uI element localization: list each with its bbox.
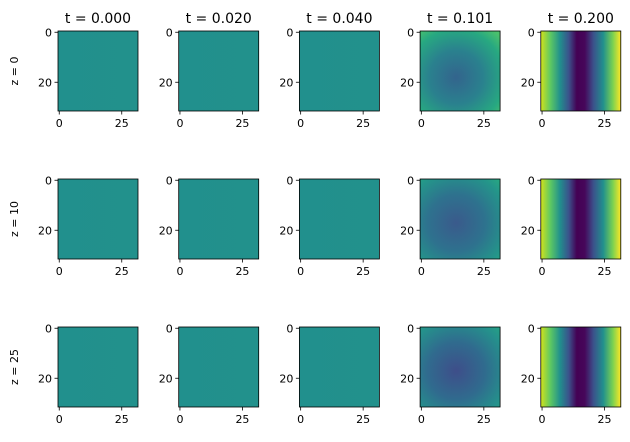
heatmap-image (58, 179, 138, 259)
y-tick-label: 0 (166, 174, 173, 187)
x-tick-label: 25 (115, 117, 129, 130)
y-tick-label: 0 (407, 174, 414, 187)
heatmap-image (299, 327, 380, 407)
heatmap-image (299, 31, 380, 111)
y-tick-label: 20 (279, 76, 293, 89)
heatmap-image (178, 31, 259, 111)
heatmap-image (178, 327, 259, 407)
panel-frame (419, 30, 501, 112)
y-tick-label: 0 (166, 322, 173, 335)
y-tick-label: 20 (400, 224, 414, 237)
x-tick-label: 0 (418, 117, 425, 130)
panel-frame (178, 30, 260, 112)
heatmap-image (420, 179, 501, 259)
y-tick-label: 20 (521, 76, 535, 89)
y-tick-label: 0 (166, 26, 173, 39)
x-tick-label: 0 (56, 265, 63, 278)
x-tick-label: 0 (539, 117, 546, 130)
y-tick-label: 20 (38, 76, 52, 89)
y-tick-label: 20 (400, 76, 414, 89)
heatmap-image (420, 327, 501, 407)
x-tick-label: 25 (356, 413, 370, 426)
y-tick-label: 0 (528, 26, 535, 39)
row-label: z = 10 (8, 201, 21, 237)
y-tick-label: 0 (45, 322, 52, 335)
x-tick-label: 25 (235, 117, 249, 130)
y-tick-label: 0 (286, 322, 293, 335)
heatmap-image (540, 179, 621, 259)
heatmap-image (540, 327, 621, 407)
heatmap-image (299, 179, 380, 259)
x-tick-label: 0 (539, 265, 546, 278)
x-tick-label: 25 (115, 413, 129, 426)
panel-frame (298, 30, 380, 112)
panel-frame (57, 326, 139, 408)
panel-frame (540, 30, 622, 112)
x-tick-label: 0 (176, 265, 183, 278)
panel-frame (178, 326, 260, 408)
panel-frame (298, 178, 380, 260)
panel-frame (57, 30, 139, 112)
x-tick-label: 0 (418, 413, 425, 426)
x-tick-label: 25 (598, 413, 612, 426)
panel-title: t = 0.020 (186, 11, 252, 27)
x-tick-label: 0 (418, 265, 425, 278)
panel-frame (540, 178, 622, 260)
x-tick-label: 25 (235, 413, 249, 426)
y-tick-label: 20 (38, 224, 52, 237)
y-tick-label: 20 (159, 224, 173, 237)
panel-title: t = 0.040 (306, 11, 372, 27)
y-tick-label: 0 (45, 26, 52, 39)
x-tick-label: 25 (356, 265, 370, 278)
x-tick-label: 25 (477, 117, 491, 130)
x-tick-label: 0 (176, 413, 183, 426)
panel-frame (178, 178, 260, 260)
y-tick-label: 0 (407, 322, 414, 335)
y-tick-label: 20 (521, 224, 535, 237)
heatmap-image (540, 31, 621, 111)
y-tick-label: 20 (400, 372, 414, 385)
y-tick-label: 20 (521, 372, 535, 385)
heatmap-image (420, 31, 501, 111)
panel-frame (57, 178, 139, 260)
y-tick-label: 20 (159, 76, 173, 89)
panel-frame (419, 178, 501, 260)
x-tick-label: 0 (297, 413, 304, 426)
x-tick-label: 0 (56, 117, 63, 130)
panel-frame (540, 326, 622, 408)
x-tick-label: 25 (598, 117, 612, 130)
x-tick-label: 0 (297, 117, 304, 130)
heatmap-image (58, 327, 138, 407)
y-tick-label: 20 (279, 224, 293, 237)
y-tick-label: 20 (279, 372, 293, 385)
y-tick-label: 0 (286, 26, 293, 39)
panel-frame (419, 326, 501, 408)
x-tick-label: 0 (56, 413, 63, 426)
y-tick-label: 0 (528, 322, 535, 335)
panel-title: t = 0.000 (65, 11, 131, 27)
panel-frame (298, 326, 380, 408)
y-tick-label: 20 (38, 372, 52, 385)
heatmap-image (178, 179, 259, 259)
x-tick-label: 0 (539, 413, 546, 426)
row-label: z = 25 (8, 349, 21, 385)
y-tick-label: 0 (286, 174, 293, 187)
y-tick-label: 20 (159, 372, 173, 385)
panel-title: t = 0.200 (548, 11, 614, 27)
y-tick-label: 0 (45, 174, 52, 187)
x-tick-label: 25 (235, 265, 249, 278)
x-tick-label: 25 (356, 117, 370, 130)
x-tick-label: 25 (115, 265, 129, 278)
x-tick-label: 25 (477, 413, 491, 426)
row-label: z = 0 (8, 57, 21, 86)
y-tick-label: 0 (528, 174, 535, 187)
y-tick-label: 0 (407, 26, 414, 39)
x-tick-label: 25 (598, 265, 612, 278)
x-tick-label: 0 (176, 117, 183, 130)
x-tick-label: 25 (477, 265, 491, 278)
x-tick-label: 0 (297, 265, 304, 278)
heatmap-image (58, 31, 138, 111)
panel-title: t = 0.101 (427, 11, 493, 27)
